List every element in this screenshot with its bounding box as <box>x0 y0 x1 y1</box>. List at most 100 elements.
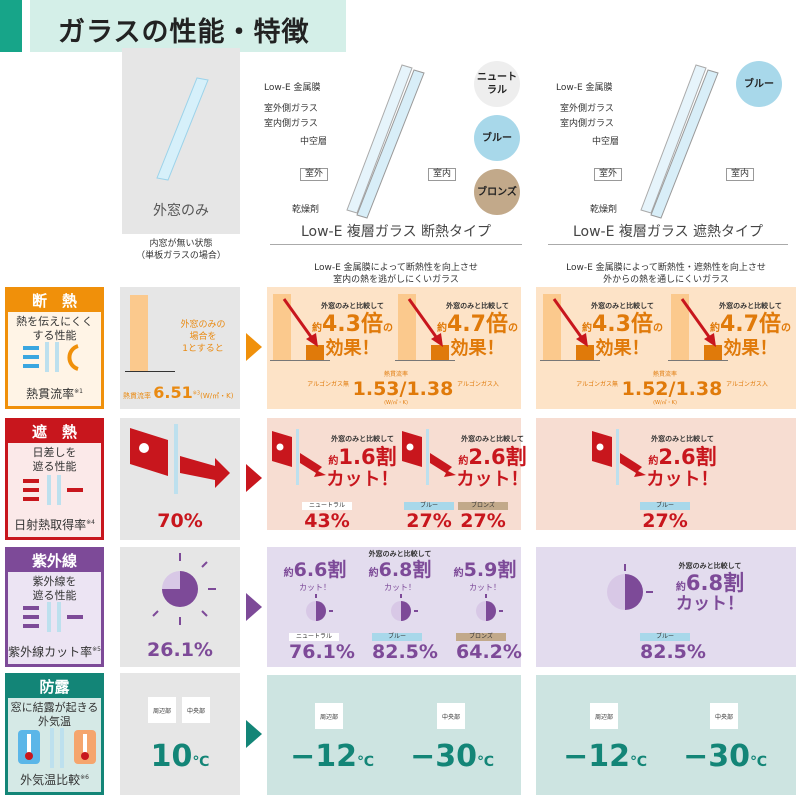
row-foot: 熱貫流率 <box>26 387 75 401</box>
outer-heat-cell: 外窓のみの 場合を 1とすると 熱貫流率 6.51※3(W/㎡・K) <box>120 287 240 409</box>
row-foot: 日射熱取得率 <box>14 518 87 532</box>
u-value-row: 熱貫流率 アルゴンガス無 1.52/1.38 アルゴンガス入 (W/㎡・K) <box>536 371 794 408</box>
compare-text: 外窓のみと比較して <box>591 302 654 310</box>
edge-temp: −12℃ <box>563 739 647 774</box>
insulation-glass-diagram: Low-E 金属膜 室外側ガラス 室内側ガラス 中空層 室外 室内 乾燥剤 ニュ… <box>262 55 522 250</box>
center-label: 中央部 <box>182 697 210 723</box>
effect-label: 効果！ <box>723 338 778 359</box>
row-label-solar: 遮 熱 日差しを 遮る性能 日射熱取得率※4 <box>5 418 104 540</box>
sun-arrow-icon <box>402 429 456 485</box>
desc-line: 外からの熱を通しにくいガラス <box>603 275 729 285</box>
outer-heat-value: 熱貫流率 6.51※3(W/㎡・K) <box>123 383 234 402</box>
result-blue: ブルー 82.5% <box>372 633 438 663</box>
u-value: 1.52/1.38 <box>621 378 723 400</box>
result-neutral: ニュートラル 43% <box>302 502 352 532</box>
row-desc: 窓に結露が起きる 外気温 <box>10 701 99 728</box>
label-inside: 室内 <box>726 168 755 181</box>
page-title: ガラスの性能・特徴 <box>30 0 346 52</box>
row-foot: 紫外線カット率 <box>8 645 93 659</box>
row-label-dew: 防露 窓に結露が起きる 外気温 外気温比較※6 <box>5 673 104 795</box>
u-value: 1.53/1.38 <box>352 378 454 400</box>
uv-cut-block: 約6.6割 カット！ <box>275 550 355 630</box>
sun-arrow-icon <box>592 429 646 485</box>
color-tag: ブロンズ <box>458 502 508 510</box>
outer-bar <box>273 294 291 360</box>
row-title: 防露 <box>8 676 101 698</box>
sun-uv-icon <box>152 553 216 625</box>
cut-value: 約6.8割 <box>675 571 745 595</box>
row-title: 紫外線 <box>8 550 101 572</box>
label-air-layer: 中空層 <box>300 137 328 147</box>
argon-none-label: アルゴンガス無 <box>307 381 349 388</box>
color-tag: ブルー <box>404 502 454 510</box>
arrow-right-icon <box>246 333 262 361</box>
effect-label: 効果！ <box>325 338 380 359</box>
row-desc: 紫外線を 遮る性能 <box>32 575 77 602</box>
result-value: 27% <box>406 510 452 532</box>
arrow-right-icon <box>246 464 262 492</box>
result-blue: ブルー 27% <box>404 502 454 532</box>
uv-cut-block: 約5.9割 カット！ <box>445 550 525 630</box>
footnote: ※6 <box>80 774 89 781</box>
header-stripe <box>0 0 22 52</box>
outer-column-title: 外窓のみ <box>153 203 209 219</box>
outer-note: 内窓が無い状態 （単板ガラスの場合） <box>122 238 240 262</box>
insulation-dew-cell: 周辺部 中央部 −12℃ −30℃ <box>267 675 521 795</box>
solar-cut-block: 外窓のみと比較して 約2.6割 カット！ <box>400 425 535 495</box>
argon-with-label: アルゴンガス入 <box>726 381 768 388</box>
argon-none-label: アルゴンガス無 <box>576 381 618 388</box>
outer-uv-cell: 26.1% <box>120 547 240 667</box>
outer-heat-note: 外窓のみの 場合を 1とすると <box>180 320 226 354</box>
result-value: 27% <box>642 510 688 532</box>
compare-text: 外窓のみと比較して <box>678 562 742 570</box>
heat-effect-block: 外窓のみと比較して 約4.3倍の 効果！ <box>540 292 665 370</box>
double-glass-icon <box>346 64 425 219</box>
effect-label: 効果！ <box>595 338 650 359</box>
result-value: 82.5% <box>640 641 706 663</box>
row-title: 断 熱 <box>8 290 101 312</box>
label-low-e: Low-E 金属膜 <box>556 83 613 93</box>
badge-blue: ブルー <box>736 61 782 107</box>
outer-uv-value: 26.1% <box>147 639 213 661</box>
sun-uv-icon <box>607 564 653 610</box>
outer-bar <box>671 294 689 360</box>
edge-temp: −12℃ <box>290 739 374 774</box>
sun-arrow-icon <box>272 429 326 485</box>
shielding-glass-diagram: Low-E 金属膜 室外側ガラス 室内側ガラス 中空層 室外 室内 乾燥剤 ブル… <box>536 55 796 250</box>
cut-value: 約1.6割 <box>328 445 397 469</box>
cut-label: カット！ <box>469 583 501 592</box>
label-desiccant: 乾燥剤 <box>590 205 618 215</box>
label-outer-glass: 室外側ガラス <box>560 104 614 114</box>
cut-value: 約6.8割 <box>368 559 432 581</box>
outer-dew-cell: 周辺部 中央部 10℃ <box>120 673 240 795</box>
result-value: 82.5% <box>372 641 438 663</box>
color-tag: ブルー <box>372 633 422 641</box>
result-value: 76.1% <box>289 641 355 663</box>
compare-text: 外窓のみと比較して <box>368 550 432 558</box>
compare-text: 外窓のみと比較して <box>719 302 782 310</box>
single-glass-icon <box>156 77 209 181</box>
heat-flow-icon <box>23 342 79 372</box>
insulation-desc: Low-E 金属膜によって断熱性を向上させ 室内の熱を逃がしにくいガラス <box>270 262 522 286</box>
cut-value: 約6.6割 <box>283 559 347 581</box>
u-value-label: 熱貫流率 <box>383 371 408 378</box>
color-tag: ニュートラル <box>302 502 352 510</box>
cut-label: カット！ <box>676 594 744 614</box>
u-value-label: 熱貫流率 <box>652 371 677 378</box>
effect-label: 効果！ <box>450 338 505 359</box>
shielding-solar-cell <box>536 418 796 530</box>
color-tag: ニュートラル <box>289 633 339 641</box>
footnote: ※5 <box>92 646 101 653</box>
label-low-e: Low-E 金属膜 <box>264 83 321 93</box>
center-temp: −30℃ <box>410 739 494 774</box>
argon-with-label: アルゴンガス入 <box>457 381 499 388</box>
result-blue: ブルー 27% <box>640 502 690 532</box>
color-tag: ブロンズ <box>456 633 506 641</box>
heat-bar <box>130 295 148 371</box>
label-inner-glass: 室内側ガラス <box>560 119 614 129</box>
sun-uv-icon <box>306 594 333 621</box>
label-air-layer: 中空層 <box>592 137 620 147</box>
desc-line: 室内の熱を逃がしにくいガラス <box>333 275 459 285</box>
label-outside: 室外 <box>300 168 329 181</box>
arrow-right-icon <box>246 720 262 748</box>
